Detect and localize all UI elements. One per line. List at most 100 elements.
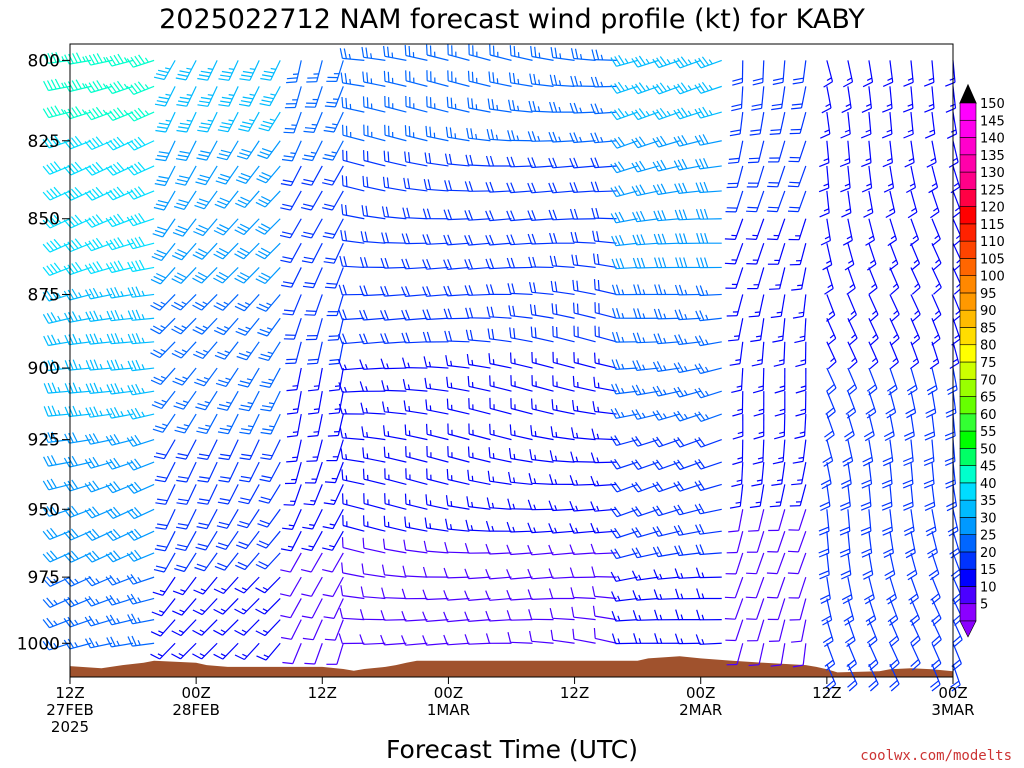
wind-barb [548, 131, 575, 143]
wind-barb [792, 439, 807, 464]
wind-barb [750, 318, 765, 343]
wind-barb [847, 317, 858, 346]
wind-barb [84, 214, 113, 228]
wind-barb [888, 619, 900, 648]
wind-barb [193, 576, 218, 595]
wind-barb [593, 627, 617, 644]
wind-barb [675, 233, 701, 245]
wind-barb [770, 294, 786, 319]
wind-barb [724, 218, 744, 240]
wind-barb [423, 540, 449, 554]
wind-barb [673, 459, 701, 471]
wind-barb [361, 46, 386, 61]
wind-barb [950, 165, 961, 194]
wind-barb [572, 375, 596, 392]
wind-barb [307, 413, 323, 438]
wind-barb [820, 461, 832, 490]
wind-barb [150, 267, 176, 285]
colorbar-swatch [959, 430, 977, 449]
wind-barb [176, 111, 197, 133]
colorbar-swatch [959, 223, 977, 242]
wind-barb [284, 461, 302, 485]
wind-barb [465, 329, 491, 343]
wind-barb [63, 455, 92, 468]
wind-barb [590, 475, 617, 487]
wind-barb [235, 190, 260, 209]
wind-barb [196, 140, 218, 161]
wind-barb [447, 423, 470, 441]
wind-barb [443, 308, 470, 320]
colorbar-swatch [959, 154, 977, 173]
wind-barb [590, 132, 617, 144]
wind-barb [787, 190, 807, 213]
wind-barb [213, 598, 239, 615]
wind-barb [324, 267, 344, 289]
wind-barb [924, 86, 935, 113]
wind-barb [769, 267, 786, 290]
colorbar-swatch [959, 240, 977, 259]
wind-barb [506, 610, 533, 621]
wind-barb [234, 642, 260, 661]
wind-barb [359, 285, 386, 297]
wind-barb [282, 294, 302, 316]
wind-barb [361, 205, 386, 220]
wind-barb [383, 515, 407, 532]
wind-barb [328, 341, 344, 365]
wind-barb [338, 633, 365, 645]
wind-barb [928, 165, 939, 194]
wind-barb [673, 504, 701, 516]
wind-barb [175, 509, 197, 530]
credit-text: coolwx.com/modelts [860, 748, 1012, 764]
wind-barb [363, 150, 386, 167]
wind-barb [215, 165, 239, 185]
wind-barb [362, 447, 386, 463]
wind-barb [359, 634, 386, 645]
wind-barb [192, 598, 218, 616]
wind-barb [239, 60, 260, 81]
colorbar-label: 105 [980, 252, 1005, 267]
wind-barb [286, 413, 302, 438]
wind-barb [213, 294, 239, 311]
wind-barb [889, 267, 900, 295]
wind-barb [422, 234, 449, 245]
wind-barb [732, 391, 744, 417]
wind-barb [359, 359, 386, 370]
wind-barb [590, 103, 617, 115]
wind-barb [673, 481, 701, 492]
wind-barb [652, 546, 680, 558]
wind-barb [610, 527, 638, 539]
x-tick-label: 12Z [560, 684, 589, 702]
wind-barb [446, 398, 470, 415]
colorbar-label: 40 [980, 477, 997, 492]
wind-barb [176, 86, 197, 107]
wind-barb [506, 569, 533, 580]
wind-barb [611, 610, 638, 622]
wind-barb [818, 509, 830, 536]
wind-barb [653, 308, 680, 320]
wind-barb [42, 504, 71, 517]
wind-barb [340, 230, 365, 244]
wind-barb [255, 218, 281, 235]
wind-barb [255, 242, 281, 260]
wind-barb [774, 414, 786, 440]
wind-barb [126, 186, 155, 200]
wind-barb [696, 609, 722, 621]
wind-barb [342, 124, 365, 142]
wind-barb [280, 598, 302, 619]
wind-barb [402, 207, 428, 220]
wind-barb [322, 530, 344, 551]
wind-barb [362, 96, 386, 113]
wind-barb [362, 71, 386, 87]
wind-barb [694, 335, 722, 347]
wind-barb [236, 140, 260, 160]
wind-barb [216, 390, 239, 411]
wind-barb [105, 136, 134, 151]
wind-barb [610, 81, 638, 94]
wind-barb [175, 530, 197, 551]
wind-barb [402, 378, 428, 392]
wind-barb [384, 124, 407, 142]
wind-barb [886, 367, 898, 396]
wind-barb [611, 359, 638, 370]
wind-barb [826, 317, 837, 346]
wind-barb [84, 528, 113, 541]
